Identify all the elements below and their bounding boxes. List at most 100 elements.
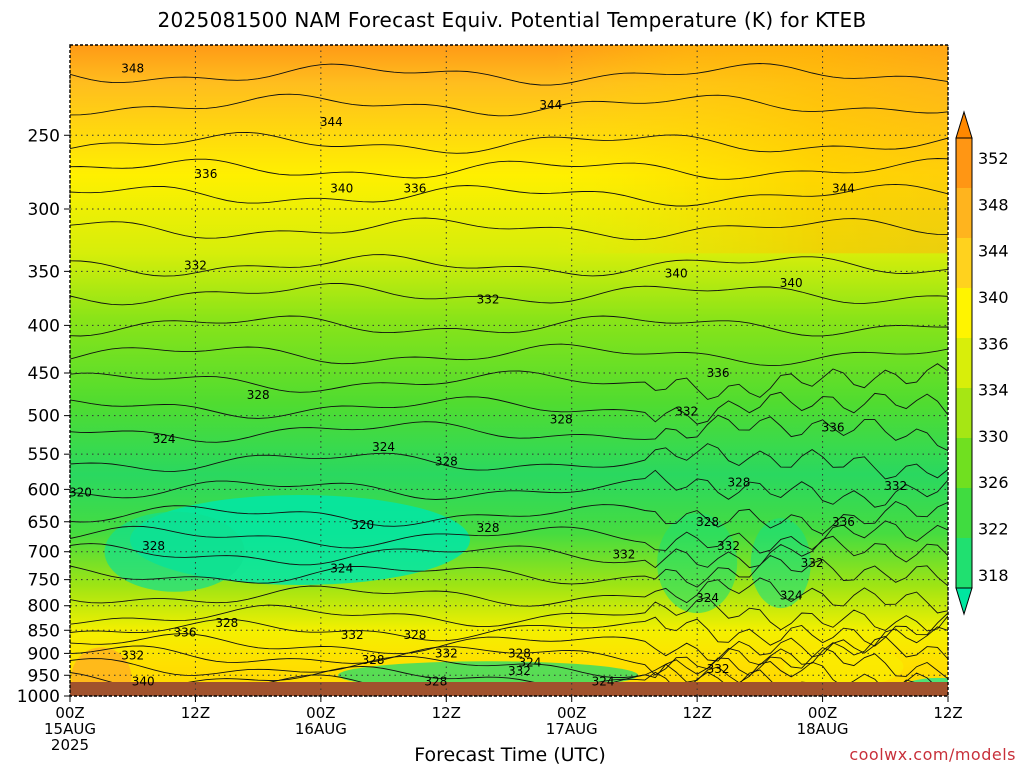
contour-label: 348 <box>121 62 144 76</box>
contour-label: 336 <box>403 181 426 195</box>
y-tick-label: 250 <box>28 126 60 146</box>
contour-label: 332 <box>508 664 531 678</box>
contour-line <box>70 391 948 425</box>
colorbar: 352 348 344 340 336 334 330 326 322 318 <box>955 110 1009 616</box>
colorbar-segment <box>956 538 972 589</box>
contour-label: 328 <box>477 521 500 535</box>
contour-labels: 348 344 344 344 336 340 336 332 340 340 332 328 336 3… <box>69 62 907 689</box>
colorbar-label: 318 <box>978 566 1009 585</box>
contour-line <box>70 635 948 676</box>
contour-line <box>70 63 948 86</box>
x-axis-label: Forecast Time (UTC) <box>414 744 606 766</box>
contour-label: 328 <box>403 628 426 642</box>
low-level-warm-blob <box>783 646 904 687</box>
plot-frame <box>69 44 949 697</box>
contour-label: 332 <box>801 556 824 570</box>
y-tick-label: 1000 <box>17 687 60 707</box>
colorbar-label: 344 <box>978 242 1009 261</box>
y-tick-label: 950 <box>28 666 60 686</box>
contour-label: 332 <box>341 628 364 642</box>
contour-label: 332 <box>435 646 458 660</box>
contour-label: 336 <box>832 515 855 529</box>
x-tick-label: 12Z <box>181 704 210 722</box>
contour-label: 332 <box>613 548 636 562</box>
contour-lines <box>70 63 948 696</box>
y-tick-label: 900 <box>28 644 60 664</box>
credit-text[interactable]: coolwx.com/models <box>849 745 1016 764</box>
contour-line <box>70 443 948 480</box>
x-tick-label: 00Z <box>55 704 84 722</box>
contour-label: 328 <box>727 476 750 490</box>
colorbar-label: 330 <box>978 427 1009 446</box>
contour-label: 328 <box>362 653 385 667</box>
contour-label: 332 <box>717 539 740 553</box>
contour-label: 332 <box>707 662 730 676</box>
colorbar-label: 322 <box>978 520 1009 539</box>
colorbar-frame <box>955 137 973 589</box>
contour-label: 328 <box>508 646 531 660</box>
contour-label: 328 <box>142 539 165 553</box>
contour-line <box>70 647 948 680</box>
contour-line <box>70 131 948 154</box>
y-tick-label: 700 <box>28 543 60 563</box>
colorbar-segment <box>956 338 972 389</box>
contour-line <box>70 93 948 117</box>
y-tick-label: 350 <box>28 262 60 282</box>
contour-label: 328 <box>247 388 270 402</box>
contour-label: 332 <box>184 259 207 273</box>
contour-label: 340 <box>780 276 803 290</box>
contour-line <box>70 315 948 337</box>
colorbar-top-arrow <box>955 110 973 139</box>
x-tick-label: 17AUG <box>546 720 598 738</box>
contour-label: 324 <box>696 591 719 605</box>
contour-label: 340 <box>132 675 155 689</box>
contour-label: 324 <box>330 562 353 576</box>
contour-line <box>70 158 948 180</box>
contour-label: 324 <box>372 440 395 454</box>
colorbar-segment <box>956 488 972 539</box>
y-tick-label: 450 <box>28 364 60 384</box>
y-axis: 250 300 350 400 450 500 550 600 650 700 750 800 850 9… <box>17 126 70 707</box>
colorbar-label: 334 <box>978 381 1009 400</box>
contour-line <box>70 183 948 207</box>
contour-label: 336 <box>822 421 845 435</box>
x-tick-label: 15AUG <box>44 720 96 738</box>
chart-title: 2025081500 NAM Forecast Equiv. Potential… <box>157 8 867 32</box>
x-tick-label: 2025 <box>51 736 89 754</box>
contour-label: 332 <box>884 479 907 493</box>
contour-label: 332 <box>121 649 144 663</box>
contour-line <box>70 414 948 452</box>
colorbar-label: 336 <box>978 334 1009 353</box>
y-tick-label: 800 <box>28 597 60 617</box>
contour-line <box>70 500 948 535</box>
contour-line <box>70 469 948 508</box>
x-tick-label: 12Z <box>933 704 962 722</box>
contour-label: 320 <box>69 486 92 500</box>
contour-label: 336 <box>174 626 197 640</box>
colorbar-segment <box>956 238 972 289</box>
colorbar-segment <box>956 188 972 239</box>
contour-line <box>70 626 948 662</box>
colorbar-segment <box>956 288 972 339</box>
grid-lines <box>69 45 949 697</box>
contour-label: 332 <box>675 405 698 419</box>
contour-line <box>70 554 948 588</box>
y-tick-label: 600 <box>28 480 60 500</box>
contour-line <box>70 520 948 554</box>
colorbar-label: 352 <box>978 149 1009 168</box>
contour-label: 328 <box>435 454 458 468</box>
contour-label: 340 <box>665 267 688 281</box>
contour-line <box>70 596 948 632</box>
x-tick-label: 18AUG <box>797 720 849 738</box>
contour-label: 336 <box>707 366 730 380</box>
contour-label: 328 <box>696 515 719 529</box>
contour-line <box>70 282 948 306</box>
contour-label: 324 <box>780 589 803 603</box>
contour-label: 324 <box>518 655 541 669</box>
colorbar-segment <box>956 438 972 489</box>
colorbar-bottom-arrow <box>955 587 973 616</box>
contour-label: 328 <box>550 413 573 427</box>
surface-band <box>70 682 948 696</box>
contour-line <box>70 217 948 241</box>
